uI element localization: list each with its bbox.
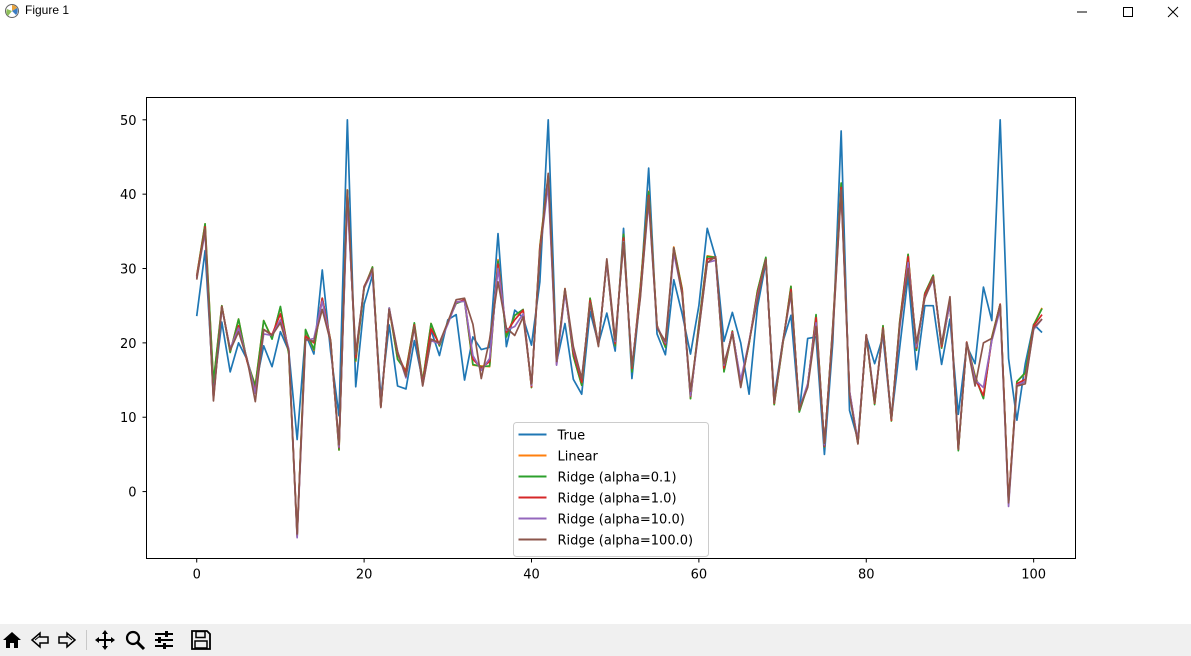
home-icon	[3, 632, 21, 648]
back-arrow-icon	[30, 631, 49, 649]
y-tick-label: 30	[120, 263, 137, 278]
minimize-button[interactable]	[1059, 0, 1105, 24]
zoom-icon	[125, 630, 146, 651]
save-button[interactable]	[189, 628, 213, 652]
toolbar-separator	[86, 630, 87, 650]
move-icon	[95, 630, 115, 650]
x-tick-label: 20	[356, 568, 373, 583]
minimize-icon	[1077, 11, 1087, 13]
legend-label-2: Ridge (alpha=0.1)	[558, 471, 677, 486]
y-tick-label: 50	[120, 114, 137, 129]
axes-frame	[146, 97, 1076, 559]
y-tick-label: 40	[120, 188, 137, 203]
series-line-5	[195, 172, 1043, 535]
matplotlib-app-icon	[5, 4, 19, 18]
x-tick-label: 60	[691, 568, 708, 583]
back-button[interactable]	[28, 628, 52, 652]
configure-subplots-button[interactable]	[152, 628, 176, 652]
legend-box	[513, 422, 709, 557]
window-titlebar: Figure 1	[0, 0, 1191, 24]
legend-label-4: Ridge (alpha=10.0)	[558, 513, 685, 528]
window-title: Figure 1	[25, 3, 70, 17]
x-axis: 0 20 40 60 80 100	[193, 558, 1046, 583]
save-icon	[191, 630, 211, 650]
figure-canvas[interactable]: 0 20 40 60 80 100 0 10 20 30 40 50 True Linear Ridge…	[0, 24, 1191, 624]
x-tick-label: 80	[858, 568, 875, 583]
forward-button[interactable]	[55, 628, 79, 652]
x-tick-label: 40	[523, 568, 540, 583]
legend-label-3: Ridge (alpha=1.0)	[558, 492, 677, 507]
x-tick-label: 0	[193, 568, 201, 583]
home-button[interactable]	[0, 628, 24, 652]
close-icon	[1167, 6, 1179, 18]
close-button[interactable]	[1150, 0, 1191, 24]
y-tick-label: 20	[120, 337, 137, 352]
sliders-icon	[155, 631, 173, 649]
y-axis: 0 10 20 30 40 50	[120, 114, 147, 501]
pan-button[interactable]	[93, 628, 117, 652]
zoom-button[interactable]	[123, 628, 147, 652]
x-tick-label: 100	[1021, 568, 1046, 583]
series-layer	[195, 118, 1043, 539]
navigation-toolbar	[0, 624, 1191, 656]
forward-arrow-icon	[58, 631, 77, 649]
legend: True Linear Ridge (alpha=0.1) Ridge (alpha=…	[513, 422, 709, 557]
maximize-button[interactable]	[1105, 0, 1151, 24]
legend-label-1: Linear	[558, 450, 599, 465]
legend-label-5: Ridge (alpha=100.0)	[558, 534, 694, 549]
legend-label-0: True	[557, 429, 586, 444]
y-tick-label: 0	[128, 486, 136, 501]
y-tick-label: 10	[120, 411, 137, 426]
line-chart: 0 20 40 60 80 100 0 10 20 30 40 50 True Linear Ridge…	[120, 97, 1076, 583]
maximize-icon	[1123, 7, 1133, 17]
